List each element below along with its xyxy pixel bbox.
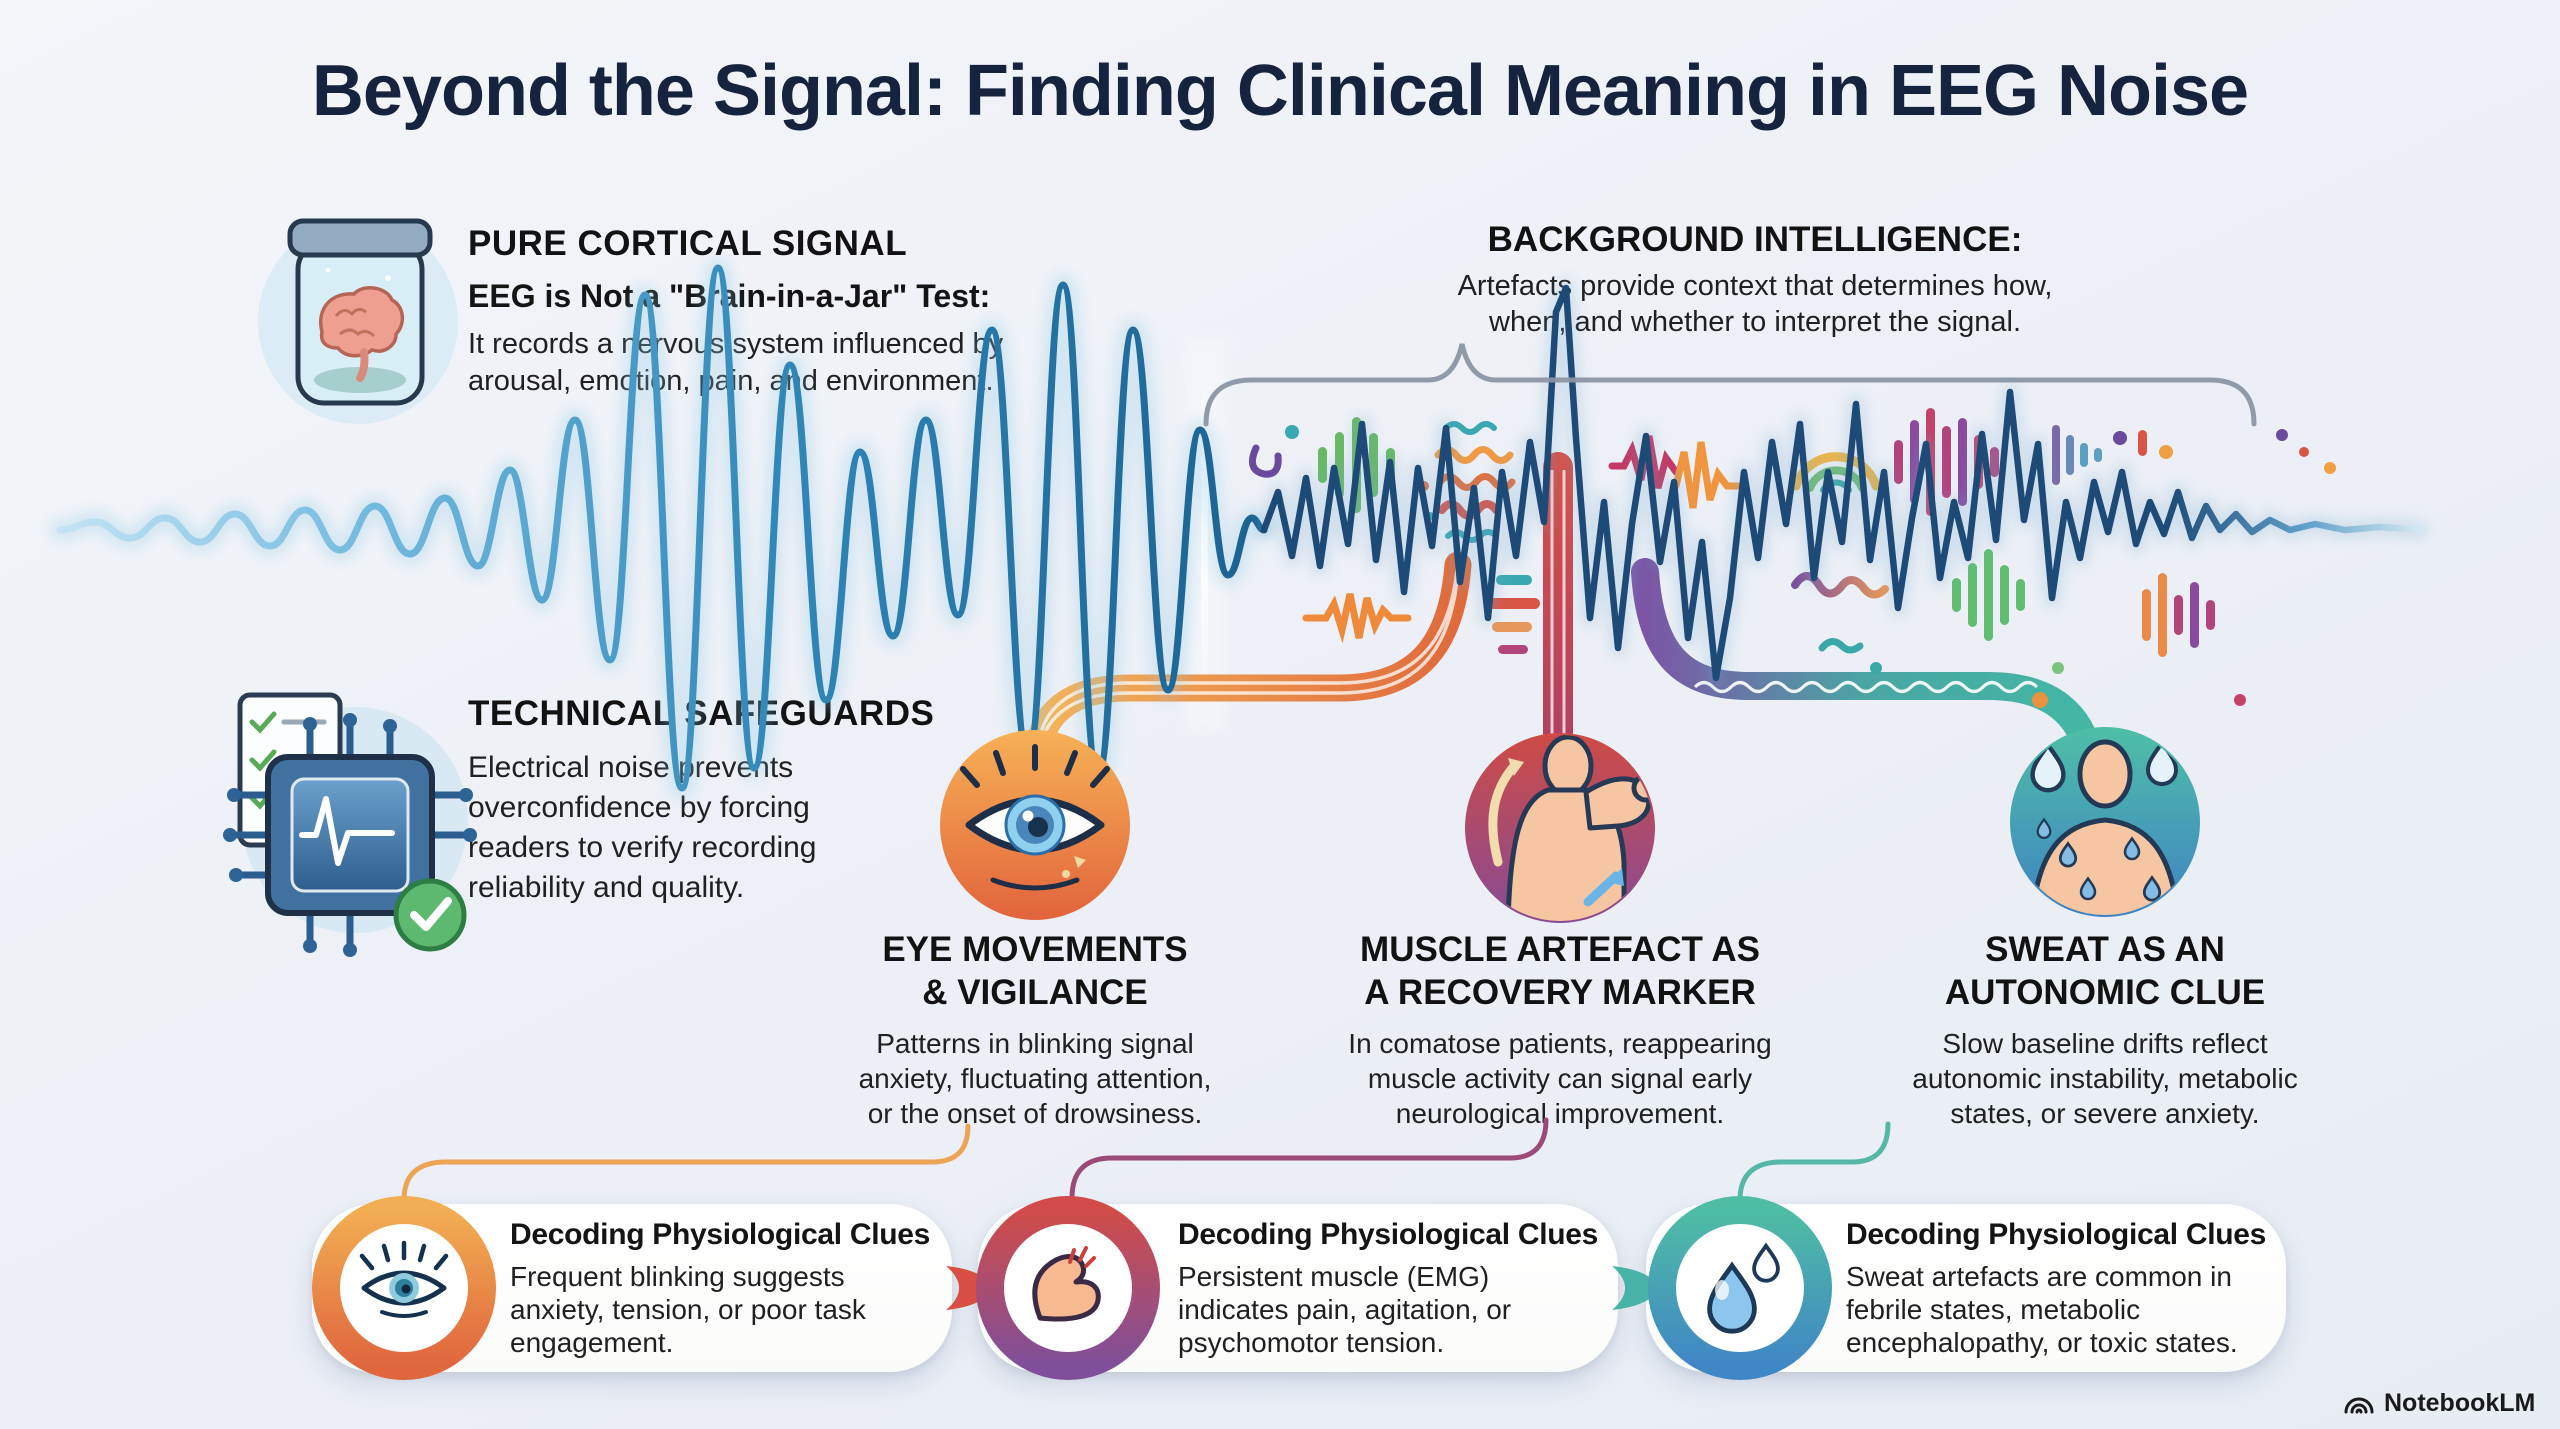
decoding-card-sweat: Decoding Physiological Clues Sweat artef… xyxy=(1646,1204,2286,1372)
technical-safeguards-body: Electrical noise prevents overconfidence… xyxy=(468,751,817,904)
background-intelligence-block: BACKGROUND INTELLIGENCE: Artefacts provi… xyxy=(1405,220,2105,340)
background-intelligence-bracket xyxy=(1203,343,2257,427)
card-body: Frequent blinking suggests anxiety, tens… xyxy=(510,1261,866,1358)
card-connector-lines xyxy=(401,1117,1891,1203)
notebooklm-brand: NotebookLM xyxy=(2340,1388,2535,1418)
orange-spike-wave xyxy=(1672,441,1745,509)
background-intelligence-body: Artefacts provide context that determine… xyxy=(1457,270,2053,338)
notebooklm-logo-icon xyxy=(2344,1397,2374,1414)
sweat-clue-heading: SWEAT AS AN AUTONOMIC CLUE xyxy=(1944,930,2266,1012)
decoding-card-blinking: Decoding Physiological Clues Frequent bl… xyxy=(312,1204,952,1372)
orange-purple-bars-below xyxy=(2142,573,2215,657)
scatter-dots xyxy=(2032,429,2336,747)
checklist-icon xyxy=(237,692,343,848)
flexing-person-circle-icon xyxy=(1465,733,1655,923)
card-body: Sweat artefacts are common in febrile st… xyxy=(1846,1261,2238,1358)
background-intelligence-heading: BACKGROUND INTELLIGENCE: xyxy=(1487,220,2023,259)
eye-flow-tube xyxy=(1024,551,1472,770)
small-bars-right xyxy=(2052,425,2173,485)
sweat-clue-column: SWEAT AS AN AUTONOMIC CLUE Slow baseline… xyxy=(1870,928,2340,1131)
notebooklm-wordmark: NotebookLM xyxy=(2384,1388,2536,1417)
card-title: Decoding Physiological Clues xyxy=(510,1218,931,1251)
sweat-flow-tube xyxy=(1631,558,2104,774)
check-icon xyxy=(393,878,467,952)
technical-safeguards-heading: TECHNICAL SAFEGUARDS xyxy=(468,694,935,733)
page-title: Beyond the Signal: Finding Clinical Mean… xyxy=(311,51,2249,131)
squiggle-stack xyxy=(1419,421,1516,543)
card-body: Persistent muscle (EMG) indicates pain, … xyxy=(1178,1261,1512,1358)
magenta-bars-top xyxy=(1894,408,1999,516)
muscle-artefact-heading: MUSCLE ARTEFACT AS A RECOVERY MARKER xyxy=(1360,930,1760,1012)
green-bars-top xyxy=(1318,417,1395,513)
green-bars-below xyxy=(1952,549,2025,641)
dash-stack-below xyxy=(1488,575,1540,654)
purple-orange-squiggle xyxy=(1791,572,1889,674)
eye-movements-heading: EYE MOVEMENTS & VIGILANCE xyxy=(882,930,1188,1012)
chip-pins xyxy=(232,722,468,948)
card-title: Decoding Physiological Clues xyxy=(1846,1218,2267,1251)
chip-pin-tips xyxy=(223,713,477,957)
muscle-artefact-column: MUSCLE ARTEFACT AS A RECOVERY MARKER In … xyxy=(1325,928,1795,1131)
signal-divider xyxy=(1201,345,1208,725)
sweat-clue-body: Slow baseline drifts reflect autonomic i… xyxy=(1912,1028,2298,1129)
chip-checklist-icon xyxy=(223,692,477,957)
brain-in-jar-icon xyxy=(258,218,458,424)
orange-burst-wave xyxy=(1302,593,1412,644)
pure-cortical-signal-heading: PURE CORTICAL SIGNAL xyxy=(468,224,908,263)
brain-in-jar-subheading: EEG is Not a "Brain-in-a-Jar" Test: xyxy=(468,278,991,314)
artifact-glyphs xyxy=(1248,408,2336,747)
noisy-eeg-wave xyxy=(1255,279,2429,687)
eye-circle-icon xyxy=(940,730,1130,920)
muscle-flow-band xyxy=(1543,452,1573,752)
rainbow-arc xyxy=(1791,452,1881,493)
decoding-card-emg: Decoding Physiological Clues Persistent … xyxy=(978,1204,1618,1372)
sweating-person-circle-icon xyxy=(2010,727,2200,917)
eye-movements-body: Patterns in blinking signal anxiety, flu… xyxy=(858,1028,1212,1129)
signal-divider-glow xyxy=(1186,340,1224,730)
pure-cortical-signal-body: It records a nervous system influenced b… xyxy=(468,328,1004,397)
muscle-artefact-body: In comatose patients, reappearing muscle… xyxy=(1348,1028,1772,1129)
crimson-spike-wave xyxy=(1608,435,1680,489)
eye-movements-column: EYE MOVEMENTS & VIGILANCE Patterns in bl… xyxy=(800,928,1270,1131)
card-title: Decoding Physiological Clues xyxy=(1178,1218,1599,1251)
